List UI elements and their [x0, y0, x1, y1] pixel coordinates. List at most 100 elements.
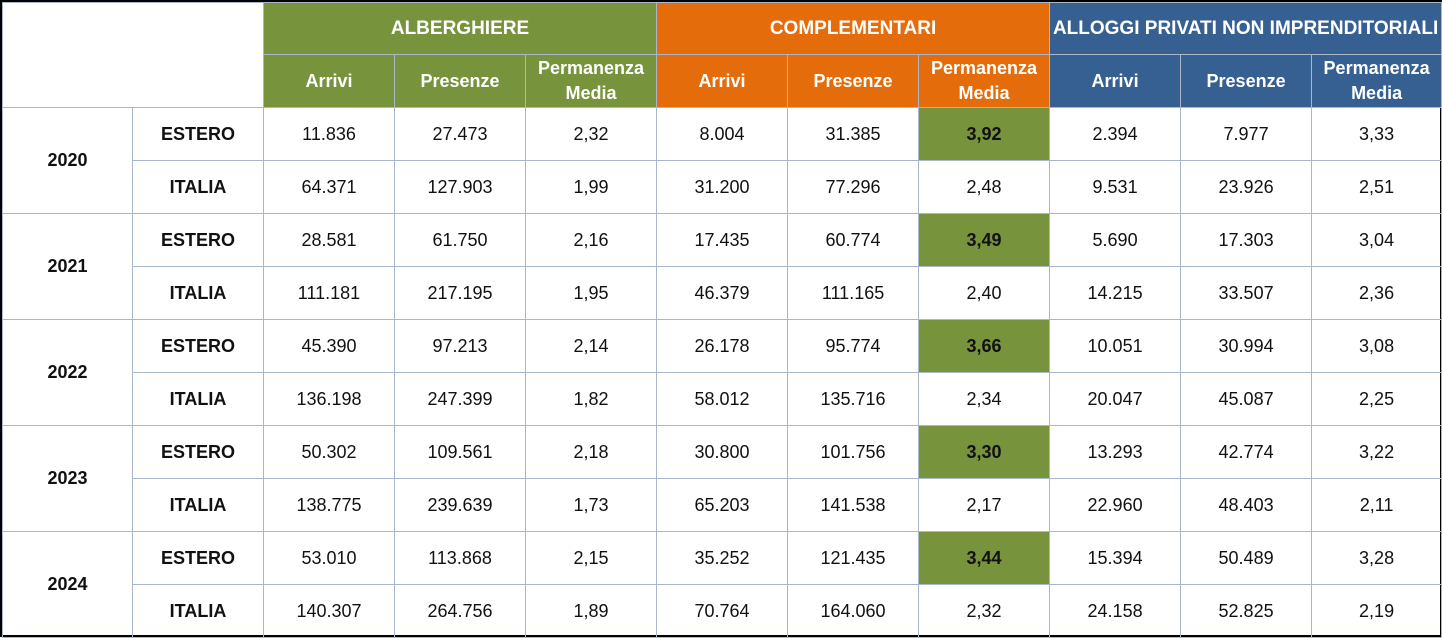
value-cell: 138.775 [263, 478, 395, 532]
value-cell: 46.379 [656, 266, 789, 320]
value-cell: 3,33 [1311, 107, 1442, 161]
value-cell: 42.774 [1180, 425, 1313, 479]
origin-cell: ITALIA [132, 160, 264, 214]
value-cell: 111.165 [787, 266, 920, 320]
origin-cell: ITALIA [132, 478, 264, 532]
value-cell: 58.012 [656, 372, 789, 426]
value-cell: 164.060 [787, 584, 920, 638]
group-complementari: COMPLEMENTARI [656, 2, 1051, 55]
value-cell: 121.435 [787, 531, 920, 585]
origin-cell: ESTERO [132, 425, 264, 479]
value-cell: 70.764 [656, 584, 789, 638]
value-cell: 127.903 [394, 160, 526, 214]
origin-cell: ESTERO [132, 213, 264, 267]
value-cell: 14.215 [1049, 266, 1182, 320]
value-cell: 9.531 [1049, 160, 1182, 214]
value-cell: 31.200 [656, 160, 789, 214]
table-row: 2020 ESTERO 11.836 27.473 2,32 8.004 31.385 3,9… [2, 107, 1442, 214]
value-cell: 77.296 [787, 160, 920, 214]
value-cell: 2,40 [918, 266, 1051, 320]
value-cell: 45.087 [1180, 372, 1313, 426]
col-complementari-presenze: Presenze [787, 54, 920, 108]
value-cell: 136.198 [263, 372, 395, 426]
value-cell: 8.004 [656, 107, 789, 161]
table-row: ITALIA 64.371 127.903 1,99 31.200 77.296 2,48 9… [3, 160, 1442, 214]
value-cell: 50.489 [1180, 531, 1313, 585]
value-cell: 3,28 [1311, 531, 1442, 585]
value-cell: 7.977 [1180, 107, 1313, 161]
table-row: ITALIA 140.307 264.756 1,89 70.764 164.060 2,3… [3, 584, 1442, 638]
table-body: 2020 ESTERO 11.836 27.473 2,32 8.004 31.385 3,9… [2, 107, 1442, 638]
sub-header-row: Arrivi Presenze Permanenza Media Arrivi … [3, 54, 1442, 108]
value-cell: 2,17 [918, 478, 1051, 532]
value-cell: 30.800 [656, 425, 789, 479]
group-header-row: ALBERGHIERE COMPLEMENTARI ALLOGGI PRIVAT… [2, 2, 1442, 108]
value-cell: 97.213 [394, 319, 526, 373]
value-cell: 52.825 [1180, 584, 1313, 638]
value-cell: 135.716 [787, 372, 920, 426]
value-cell: 2,48 [918, 160, 1051, 214]
year-cell: 2020 [2, 107, 133, 214]
col-alloggi-permanenza: Permanenza Media [1311, 54, 1442, 108]
group-alberghiere: ALBERGHIERE [262, 2, 658, 55]
year-cell: 2023 [2, 425, 133, 532]
table-row: 2024 ESTERO 53.010 113.868 2,15 35.252 121.435… [2, 531, 1442, 638]
value-cell: 2,18 [524, 425, 658, 479]
col-alberghiere-arrivi: Arrivi [263, 54, 395, 108]
value-cell: 2,34 [918, 372, 1051, 426]
value-cell: 2,11 [1311, 478, 1442, 532]
value-cell: 1,95 [524, 266, 658, 320]
value-cell: 20.047 [1049, 372, 1182, 426]
value-cell: 17.435 [656, 213, 789, 267]
value-cell: 3,66 [918, 319, 1051, 373]
value-cell: 2,32 [524, 107, 658, 161]
value-cell: 264.756 [394, 584, 526, 638]
value-cell: 95.774 [787, 319, 920, 373]
year-cell: 2021 [2, 213, 133, 320]
value-cell: 109.561 [394, 425, 526, 479]
col-complementari-permanenza: Permanenza Media [918, 54, 1051, 108]
value-cell: 3,49 [918, 213, 1051, 267]
origin-cell: ESTERO [132, 531, 264, 585]
origin-cell: ITALIA [132, 266, 264, 320]
value-cell: 1,99 [524, 160, 658, 214]
table-row: 2021 ESTERO 28.581 61.750 2,16 17.435 60.774 3,… [2, 213, 1442, 320]
value-cell: 217.195 [394, 266, 526, 320]
value-cell: 60.774 [787, 213, 920, 267]
value-cell: 2,15 [524, 531, 658, 585]
value-cell: 45.390 [263, 319, 395, 373]
value-cell: 53.010 [263, 531, 395, 585]
value-cell: 2,25 [1311, 372, 1442, 426]
value-cell: 33.507 [1180, 266, 1313, 320]
table-row: ITALIA 138.775 239.639 1,73 65.203 141.538 2,1… [3, 478, 1442, 532]
origin-cell: ESTERO [132, 319, 264, 373]
value-cell: 11.836 [263, 107, 395, 161]
value-cell: 10.051 [1049, 319, 1182, 373]
value-cell: 1,89 [524, 584, 658, 638]
origin-cell: ITALIA [132, 584, 264, 638]
value-cell: 3,22 [1311, 425, 1442, 479]
value-cell: 239.639 [394, 478, 526, 532]
col-alloggi-arrivi: Arrivi [1049, 54, 1182, 108]
value-cell: 2,32 [918, 584, 1051, 638]
value-cell: 13.293 [1049, 425, 1182, 479]
value-cell: 3,08 [1311, 319, 1442, 373]
value-cell: 113.868 [394, 531, 526, 585]
value-cell: 50.302 [263, 425, 395, 479]
value-cell: 2,14 [524, 319, 658, 373]
value-cell: 3,44 [918, 531, 1051, 585]
year-cell: 2024 [2, 531, 133, 638]
corner-cell [2, 2, 264, 108]
value-cell: 5.690 [1049, 213, 1182, 267]
value-cell: 64.371 [263, 160, 395, 214]
value-cell: 22.960 [1049, 478, 1182, 532]
value-cell: 48.403 [1180, 478, 1313, 532]
value-cell: 27.473 [394, 107, 526, 161]
value-cell: 1,82 [524, 372, 658, 426]
value-cell: 30.994 [1180, 319, 1313, 373]
value-cell: 2,36 [1311, 266, 1442, 320]
table-row: ITALIA 136.198 247.399 1,82 58.012 135.716 2,3… [3, 372, 1442, 426]
value-cell: 17.303 [1180, 213, 1313, 267]
value-cell: 65.203 [656, 478, 789, 532]
